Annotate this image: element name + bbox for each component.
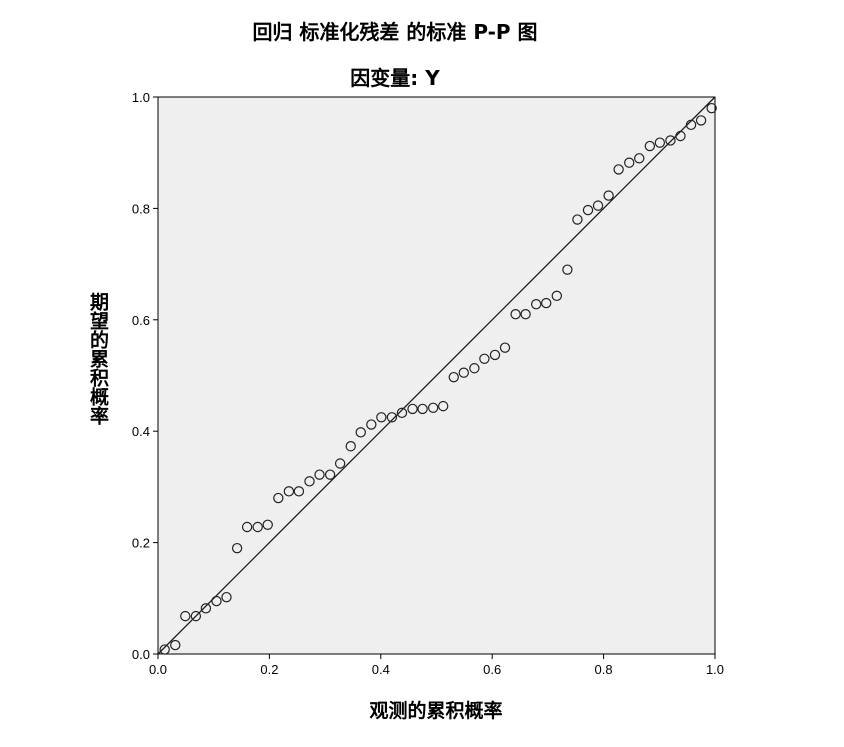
data-point xyxy=(644,140,656,152)
data-point xyxy=(624,157,635,168)
x-tick-label: 0.4 xyxy=(372,662,390,677)
data-point xyxy=(376,412,387,423)
data-point xyxy=(685,119,697,131)
data-point xyxy=(304,476,315,487)
data-point xyxy=(613,164,624,175)
chart-title: 回归 标准化残差 的标准 P-P 图 xyxy=(252,20,538,44)
y-axis-label: 期望的累积概率 xyxy=(87,292,109,425)
data-point xyxy=(665,135,676,146)
data-point xyxy=(448,371,459,383)
data-point xyxy=(499,342,511,353)
data-point xyxy=(592,200,604,211)
data-point xyxy=(541,297,552,309)
data-point xyxy=(634,153,645,164)
data-point xyxy=(469,363,480,374)
data-point xyxy=(695,115,707,126)
data-point xyxy=(572,214,583,225)
data-point xyxy=(407,403,418,415)
data-point xyxy=(551,290,563,302)
data-point xyxy=(345,441,356,452)
data-point xyxy=(324,469,336,480)
data-point xyxy=(531,299,542,310)
x-tick-label: 0.8 xyxy=(595,662,613,677)
x-tick-label: 0.2 xyxy=(260,662,278,677)
data-point xyxy=(603,190,614,201)
data-point xyxy=(654,137,666,148)
data-point xyxy=(293,486,305,497)
data-point xyxy=(314,469,325,480)
data-point xyxy=(190,610,202,622)
data-point xyxy=(241,521,253,533)
data-point xyxy=(211,595,222,607)
data-point xyxy=(437,400,449,412)
data-point xyxy=(366,419,377,430)
y-tick-label: 0.0 xyxy=(132,647,150,662)
data-point xyxy=(334,458,346,469)
data-point xyxy=(273,492,284,504)
y-tick-label: 0.4 xyxy=(132,424,150,439)
x-tick-label: 0.0 xyxy=(149,662,167,677)
data-point xyxy=(180,610,191,622)
data-point xyxy=(386,412,398,423)
data-point xyxy=(396,407,408,419)
data-point xyxy=(170,639,181,651)
data-point xyxy=(417,403,428,415)
data-point xyxy=(675,130,686,142)
data-point xyxy=(479,353,490,364)
y-tick-label: 1.0 xyxy=(132,90,150,105)
data-point xyxy=(252,521,263,533)
data-point xyxy=(582,204,594,216)
data-point xyxy=(221,591,232,603)
data-point xyxy=(520,309,531,320)
x-tick-label: 0.6 xyxy=(483,662,501,677)
data-point xyxy=(231,542,243,554)
data-point xyxy=(427,402,439,414)
data-point xyxy=(355,427,366,438)
data-point xyxy=(458,367,469,378)
y-tick-label: 0.6 xyxy=(132,313,150,328)
data-point xyxy=(706,102,717,114)
x-axis-label: 观测的累积概率 xyxy=(369,700,503,722)
data-point xyxy=(562,264,573,275)
y-tick-label: 0.2 xyxy=(132,536,150,551)
chart-subtitle: 因变量: Y xyxy=(350,66,440,90)
data-point xyxy=(200,603,212,614)
data-point xyxy=(283,486,295,497)
data-point xyxy=(489,349,501,361)
data-point xyxy=(262,519,273,530)
y-tick-label: 0.8 xyxy=(132,201,150,216)
data-point xyxy=(159,644,170,655)
x-tick-label: 1.0 xyxy=(706,662,724,677)
reference-line xyxy=(157,96,716,655)
data-point xyxy=(510,309,521,320)
